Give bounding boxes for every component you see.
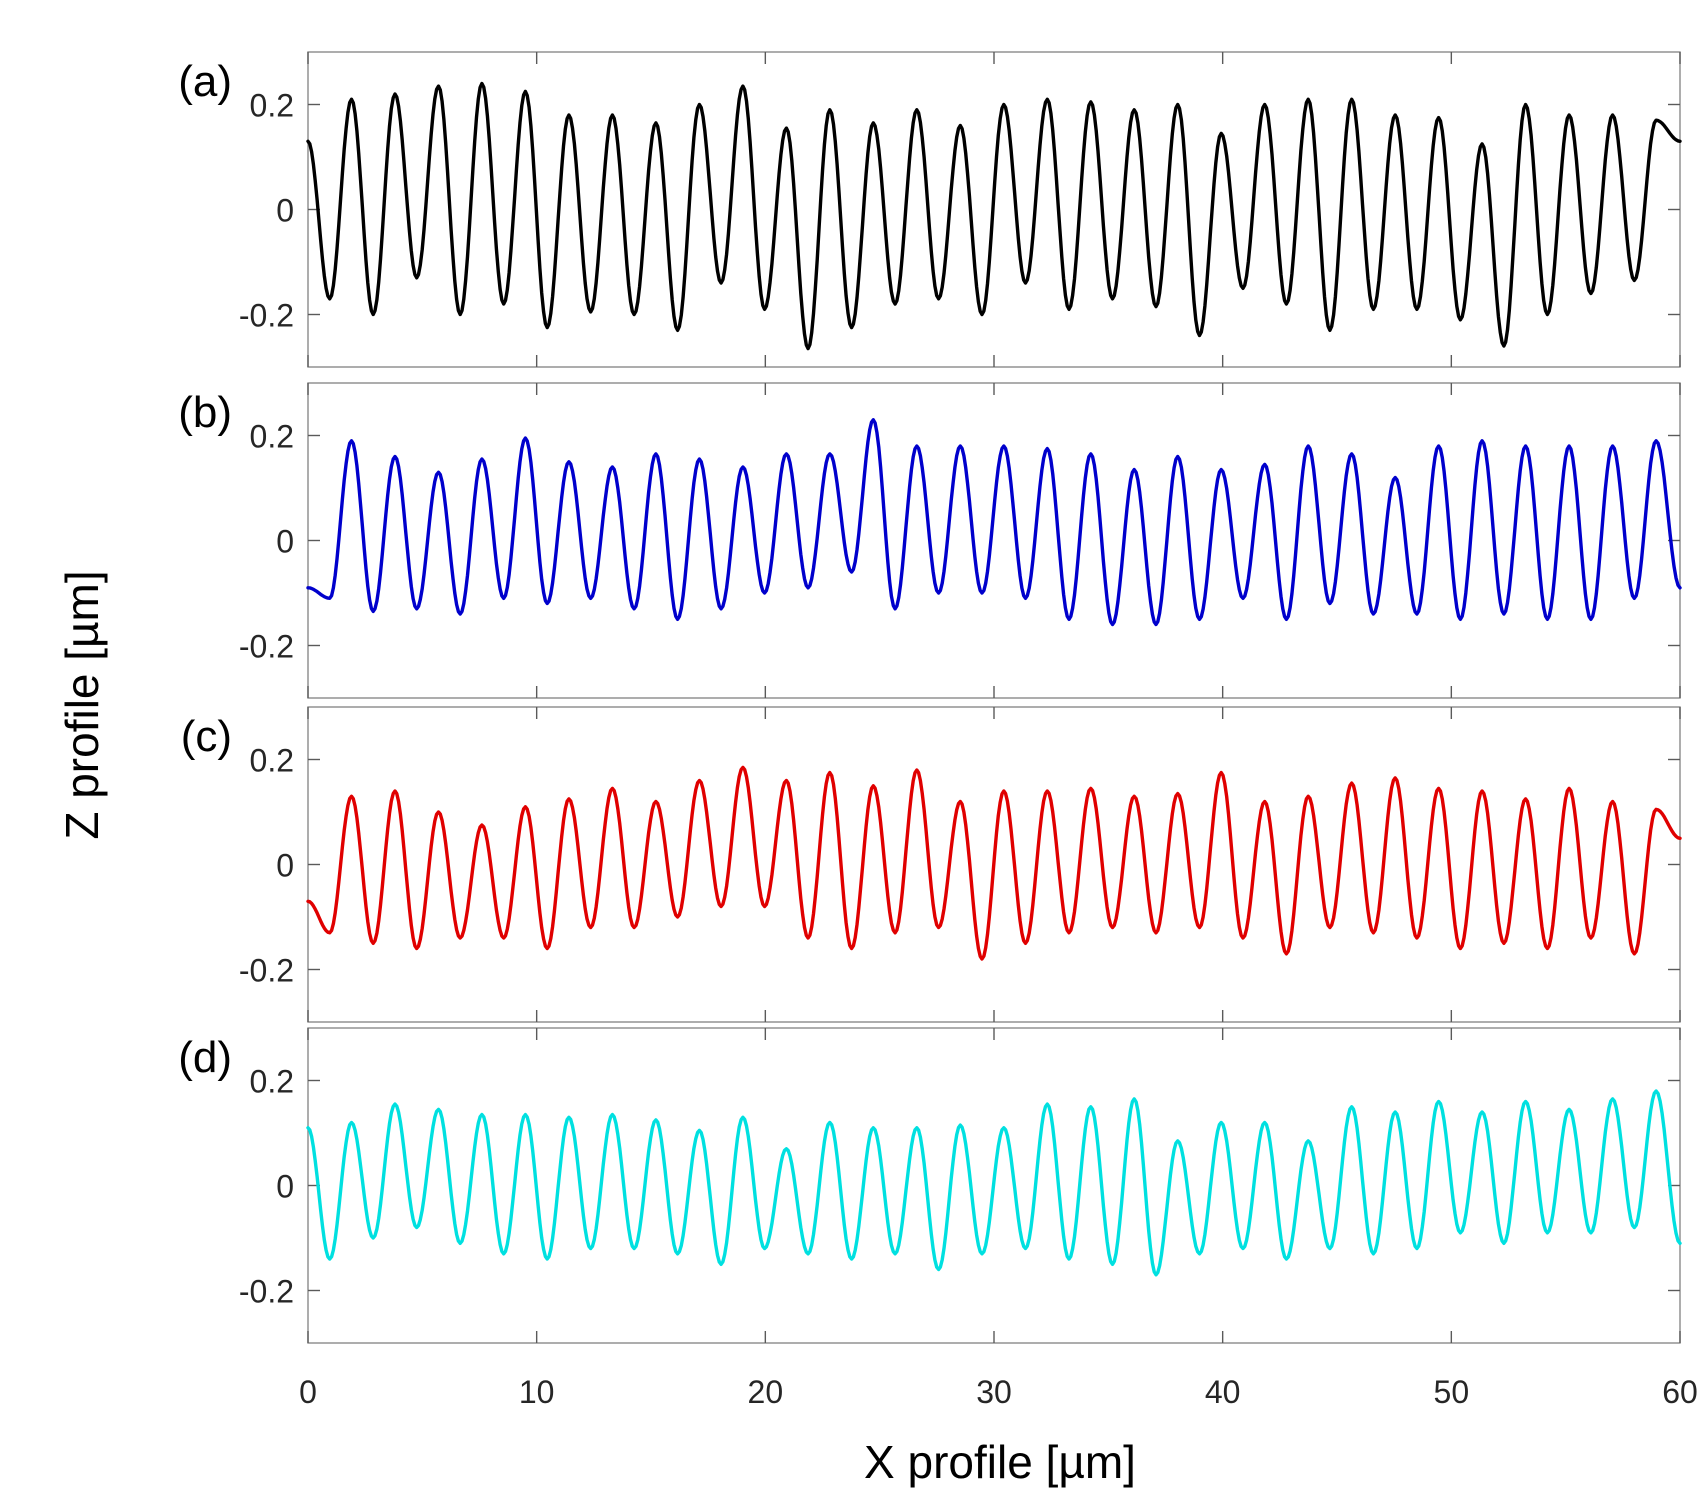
x-axis-title: X profile [µm] (864, 1436, 1136, 1488)
y-tick-label: 0.2 (250, 88, 294, 124)
panel-label: (a) (178, 57, 232, 106)
panel-a: 0.2 0 -0.2 (a) (178, 51, 1682, 368)
y-tick-label: 0.2 (250, 1064, 294, 1100)
y-tick-label: -0.2 (239, 1274, 294, 1310)
panel-label: (b) (178, 388, 232, 437)
panel-label: (c) (181, 712, 232, 761)
series-line (306, 765, 1682, 961)
y-tick-label: 0 (276, 1169, 294, 1205)
series-line (306, 81, 1682, 351)
x-tick-label: 50 (1434, 1374, 1470, 1410)
panel-label: (d) (178, 1033, 232, 1082)
x-tick-label: 30 (976, 1374, 1012, 1410)
x-tick-label: 0 (299, 1374, 317, 1410)
y-tick-label: -0.2 (239, 298, 294, 334)
panel-c: 0.2 0 -0.2 (c) (181, 706, 1682, 1023)
y-tick-label: 0 (276, 524, 294, 560)
y-axis-title: Z profile [µm] (56, 570, 108, 839)
series-line (306, 418, 1682, 627)
panel-d: 0.2 0 -0.2 (d) (178, 1027, 1682, 1344)
y-tick-label: 0.2 (250, 419, 294, 455)
x-tick-label: 40 (1205, 1374, 1241, 1410)
series-line (306, 1089, 1682, 1277)
x-tick-label: 10 (519, 1374, 555, 1410)
y-tick-label: 0 (276, 193, 294, 229)
y-tick-label: 0 (276, 848, 294, 884)
y-tick-label: 0.2 (250, 743, 294, 779)
x-tick-label: 60 (1662, 1374, 1697, 1410)
panels-layer: 0.2 0 -0.2 (a) 0.2 0 -0.2 (b) 0.2 0 -0.2 (c) 0.2 0 -0.… (178, 51, 1697, 1410)
x-tick-label: 20 (748, 1374, 784, 1410)
y-tick-label: -0.2 (239, 629, 294, 665)
y-tick-label: -0.2 (239, 953, 294, 989)
panel-b: 0.2 0 -0.2 (b) (178, 382, 1682, 699)
